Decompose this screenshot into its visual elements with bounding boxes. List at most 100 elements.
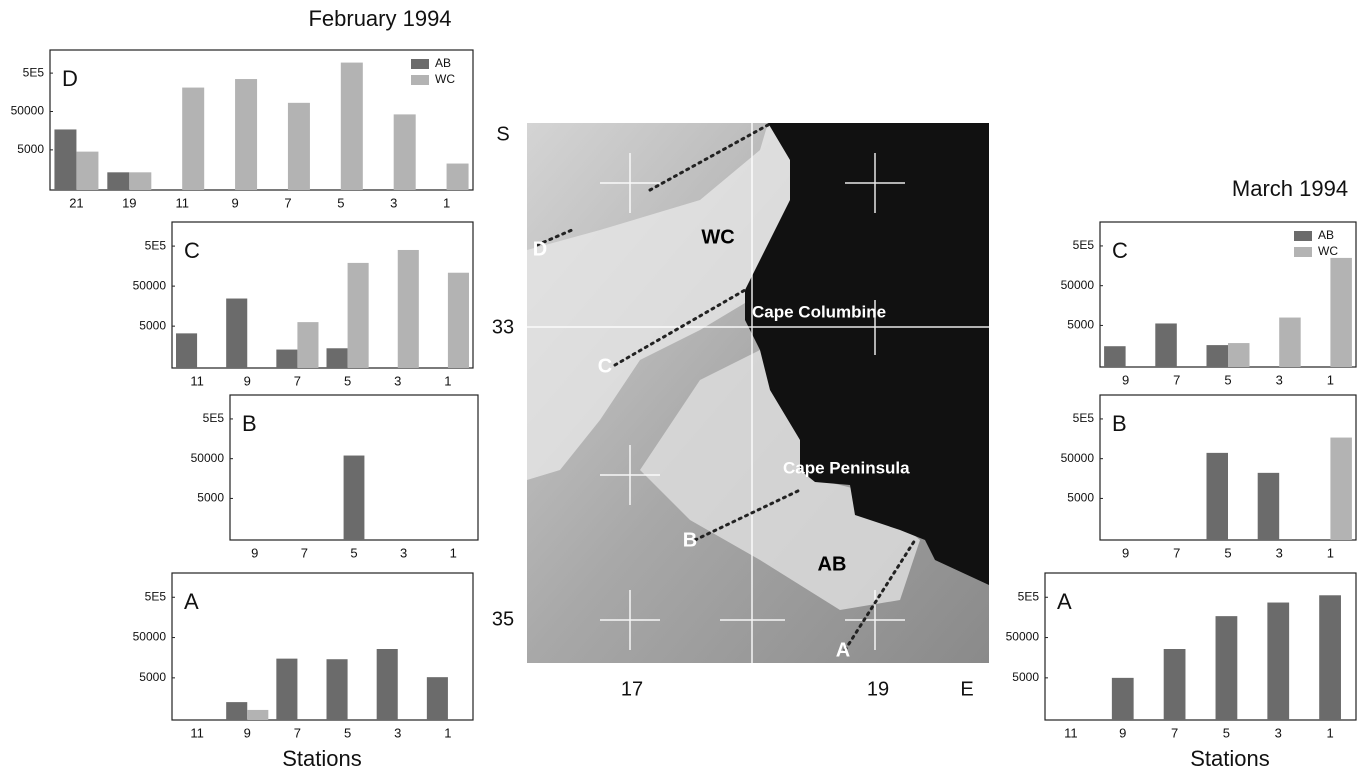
bar: [393, 114, 416, 190]
bar: [129, 172, 152, 190]
legend-swatch: [411, 75, 429, 85]
map-axis-label: S: [496, 123, 509, 145]
y-tick-label: 50000: [133, 278, 167, 292]
bar: [447, 272, 469, 368]
y-tick-label: 50000: [191, 451, 225, 465]
bar: [76, 151, 99, 190]
panel-label: B: [1112, 411, 1127, 436]
legend-label: WC: [1318, 244, 1338, 258]
region-label: WC: [701, 226, 734, 248]
y-tick-label: 5000: [17, 142, 44, 156]
x-tick-label: 7: [1173, 545, 1180, 560]
bar: [1206, 452, 1228, 540]
bar: [1267, 602, 1290, 720]
x-axis-label: Stations: [282, 746, 362, 771]
x-tick-label: 1: [1326, 725, 1333, 740]
x-tick-label: 1: [443, 195, 450, 210]
x-tick-label: 9: [251, 545, 258, 560]
map-axis-label: 19: [867, 678, 889, 700]
x-tick-label: 7: [284, 195, 291, 210]
bar: [347, 262, 369, 368]
y-tick-label: 5E5: [23, 65, 45, 79]
x-tick-label: 3: [394, 373, 401, 388]
plume: [527, 123, 800, 480]
y-tick-label: 5E5: [203, 411, 225, 425]
bar: [1228, 343, 1250, 367]
x-tick-label: 7: [1173, 372, 1180, 387]
x-tick-label: 7: [294, 725, 301, 740]
y-tick-label: 5E5: [1073, 411, 1095, 425]
y-tick-label: 5000: [1012, 670, 1039, 684]
x-tick-label: 5: [344, 725, 351, 740]
bar: [176, 333, 198, 368]
bar: [1111, 677, 1134, 720]
legend-label: AB: [435, 56, 451, 70]
y-tick-label: 50000: [1061, 451, 1095, 465]
land: [745, 123, 989, 585]
panel-label: A: [1057, 589, 1072, 614]
x-tick-label: 5: [344, 373, 351, 388]
bar: [276, 349, 298, 368]
x-tick-label: 1: [1327, 372, 1334, 387]
panel-label: C: [1112, 238, 1128, 263]
panel-label: D: [62, 66, 78, 91]
bar: [1330, 437, 1352, 540]
panel-label: A: [184, 589, 199, 614]
y-tick-label: 5000: [1067, 318, 1094, 332]
plot-frame: [49, 49, 474, 191]
y-tick-label: 5E5: [145, 238, 167, 252]
y-tick-label: 50000: [1061, 278, 1095, 292]
place-label: Cape Peninsula: [783, 458, 910, 477]
y-tick-label: 5000: [139, 318, 166, 332]
x-tick-label: 5: [1223, 725, 1230, 740]
bar: [1155, 323, 1177, 367]
bar: [326, 348, 348, 368]
bar: [247, 709, 269, 720]
bar: [376, 649, 398, 720]
x-tick-label: 1: [1327, 545, 1334, 560]
x-tick-label: 3: [400, 545, 407, 560]
bar: [1330, 257, 1352, 367]
bar: [1206, 345, 1228, 367]
map-grid: [527, 123, 989, 663]
y-tick-label: 5000: [139, 670, 166, 684]
bar: [235, 79, 258, 190]
transect-label: C: [598, 355, 612, 377]
transect-lines: [535, 123, 917, 652]
transect-label: D: [533, 238, 547, 260]
plot-frame: [1044, 572, 1357, 721]
y-tick-label: 5000: [1067, 491, 1094, 505]
place-label: Cape Columbine: [752, 302, 886, 321]
x-tick-label: 9: [1119, 725, 1126, 740]
plot-frame: [171, 572, 474, 721]
x-tick-label: 9: [1122, 545, 1129, 560]
group-title: March 1994: [1232, 176, 1348, 201]
y-tick-label: 5E5: [145, 589, 167, 603]
transect-label: A: [836, 639, 850, 661]
map-axis-label: E: [960, 678, 973, 700]
legend-label: AB: [1318, 228, 1334, 242]
x-tick-label: 3: [1275, 725, 1282, 740]
x-tick-label: 1: [444, 373, 451, 388]
x-tick-label: 11: [1064, 725, 1078, 740]
transect-label: B: [683, 529, 697, 551]
y-tick-label: 5E5: [1018, 589, 1040, 603]
bar: [276, 658, 298, 720]
bar: [297, 322, 319, 368]
x-tick-label: 7: [294, 373, 301, 388]
x-tick-label: 9: [1122, 372, 1129, 387]
legend-swatch: [1294, 231, 1312, 241]
panel-label: C: [184, 238, 200, 263]
bar: [1104, 346, 1126, 367]
bar: [287, 102, 310, 190]
x-tick-label: 11: [190, 373, 204, 388]
x-tick-label: 21: [69, 195, 83, 210]
x-tick-label: 5: [337, 195, 344, 210]
map-axis-label: 33: [492, 316, 514, 338]
y-tick-label: 50000: [1006, 630, 1040, 644]
y-tick-label: 5000: [197, 491, 224, 505]
x-tick-label: 5: [1224, 372, 1231, 387]
bar: [397, 249, 419, 368]
bar: [1279, 317, 1301, 367]
plume: [640, 350, 920, 610]
